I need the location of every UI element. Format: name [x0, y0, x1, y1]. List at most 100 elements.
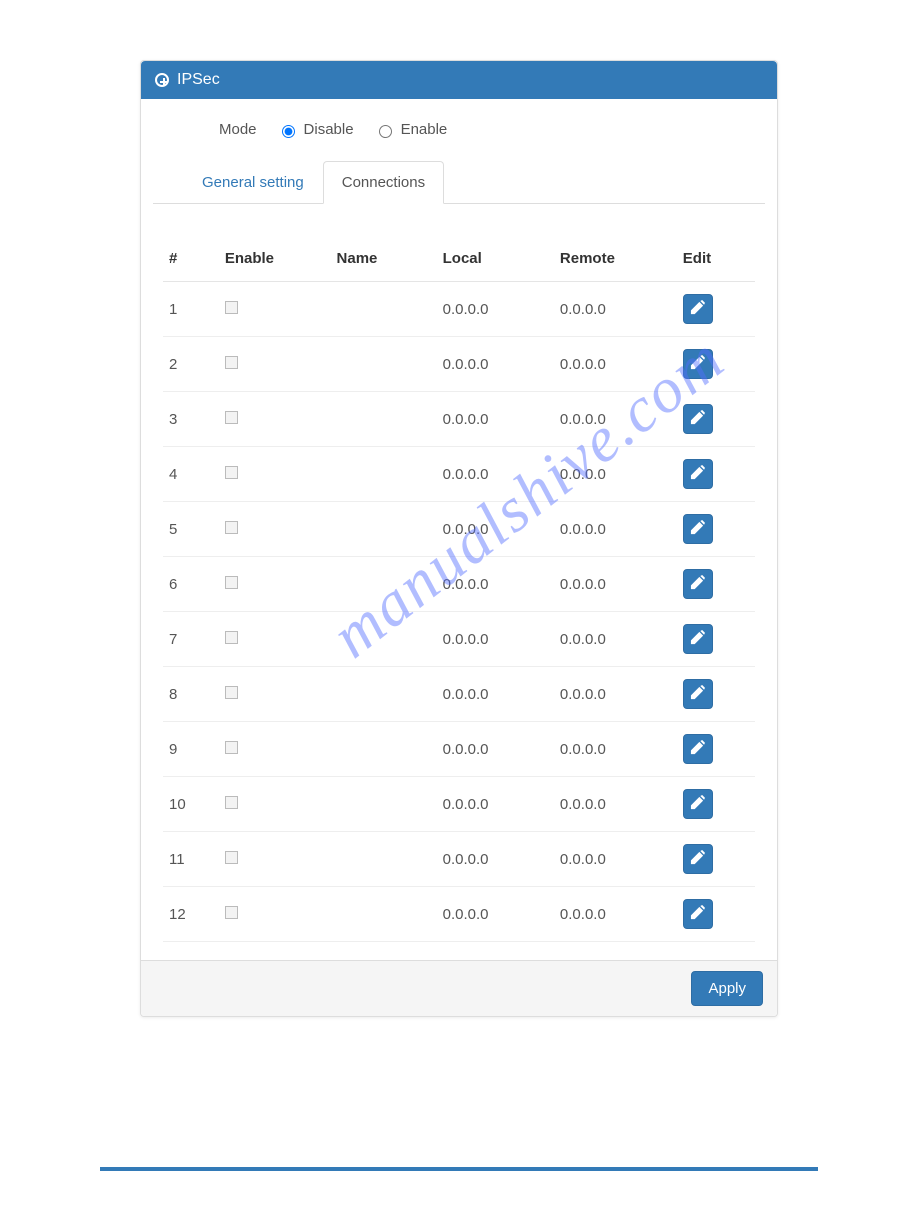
cell-remote: 0.0.0.0 [554, 502, 677, 557]
cell-edit [677, 447, 755, 502]
edit-button[interactable] [683, 789, 713, 819]
page-divider [100, 1167, 818, 1171]
tab-connections[interactable]: Connections [323, 161, 444, 204]
cell-edit [677, 832, 755, 887]
enable-checkbox[interactable] [225, 796, 238, 809]
edit-button[interactable] [683, 404, 713, 434]
cell-edit [677, 337, 755, 392]
edit-button[interactable] [683, 569, 713, 599]
connections-table: # Enable Name Local Remote Edit 10.0.0.0… [163, 240, 755, 942]
cell-local: 0.0.0.0 [437, 722, 554, 777]
mode-radio-disable[interactable] [282, 125, 295, 138]
cell-local: 0.0.0.0 [437, 557, 554, 612]
cell-num: 5 [163, 502, 219, 557]
cell-name [331, 447, 437, 502]
enable-checkbox[interactable] [225, 631, 238, 644]
edit-button[interactable] [683, 624, 713, 654]
cell-local: 0.0.0.0 [437, 777, 554, 832]
cell-name [331, 557, 437, 612]
enable-checkbox[interactable] [225, 411, 238, 424]
cell-name [331, 282, 437, 337]
edit-icon [690, 795, 705, 814]
edit-button[interactable] [683, 294, 713, 324]
edit-button[interactable] [683, 899, 713, 929]
table-row: 50.0.0.00.0.0.0 [163, 502, 755, 557]
table-row: 9 0.0.0.00.0.0.0 [163, 722, 755, 777]
edit-icon [690, 575, 705, 594]
cell-name [331, 612, 437, 667]
cell-name [331, 722, 437, 777]
cell-edit [677, 722, 755, 777]
edit-button[interactable] [683, 459, 713, 489]
edit-button[interactable] [683, 349, 713, 379]
edit-icon [690, 520, 705, 539]
edit-icon [690, 410, 705, 429]
panel-header[interactable]: IPSec [141, 61, 777, 99]
edit-icon [690, 740, 705, 759]
cell-enable [219, 502, 331, 557]
enable-checkbox[interactable] [225, 466, 238, 479]
apply-button[interactable]: Apply [691, 971, 763, 1006]
cell-num: 12 [163, 887, 219, 942]
cell-edit [677, 282, 755, 337]
cell-remote: 0.0.0.0 [554, 722, 677, 777]
panel-footer: Apply [141, 960, 777, 1016]
cell-remote: 0.0.0.0 [554, 392, 677, 447]
enable-checkbox[interactable] [225, 686, 238, 699]
edit-button[interactable] [683, 844, 713, 874]
enable-checkbox[interactable] [225, 741, 238, 754]
cell-name [331, 392, 437, 447]
table-row: 70.0.0.00.0.0.0 [163, 612, 755, 667]
edit-button[interactable] [683, 514, 713, 544]
table-row: 6 0.0.0.00.0.0.0 [163, 557, 755, 612]
cell-enable [219, 392, 331, 447]
table-row: 10.0.0.00.0.0.0 [163, 282, 755, 337]
cell-remote: 0.0.0.0 [554, 667, 677, 722]
cell-edit [677, 667, 755, 722]
enable-checkbox[interactable] [225, 301, 238, 314]
enable-checkbox[interactable] [225, 576, 238, 589]
cell-enable [219, 557, 331, 612]
cell-num: 3 [163, 392, 219, 447]
cell-enable [219, 337, 331, 392]
panel-body: Mode Disable Enable General setting Conn… [141, 99, 777, 960]
tab-bar: General setting Connections [153, 160, 765, 204]
cell-name [331, 337, 437, 392]
table-row: 120.0.0.00.0.0.0 [163, 887, 755, 942]
table-row: 110.0.0.00.0.0.0 [163, 832, 755, 887]
cell-remote: 0.0.0.0 [554, 887, 677, 942]
th-num: # [163, 240, 219, 282]
enable-checkbox[interactable] [225, 851, 238, 864]
cell-name [331, 502, 437, 557]
cell-num: 7 [163, 612, 219, 667]
enable-checkbox[interactable] [225, 906, 238, 919]
edit-icon [690, 905, 705, 924]
cell-num: 2 [163, 337, 219, 392]
edit-icon [690, 300, 705, 319]
mode-radio-enable[interactable] [379, 125, 392, 138]
enable-checkbox[interactable] [225, 521, 238, 534]
ipsec-panel: IPSec Mode Disable Enable General settin… [140, 60, 778, 1017]
edit-button[interactable] [683, 679, 713, 709]
cell-enable [219, 447, 331, 502]
enable-checkbox[interactable] [225, 356, 238, 369]
edit-button[interactable] [683, 734, 713, 764]
cell-num: 1 [163, 282, 219, 337]
tab-general-setting[interactable]: General setting [183, 161, 323, 204]
cell-enable [219, 667, 331, 722]
cell-edit [677, 392, 755, 447]
cell-num: 10 [163, 777, 219, 832]
mode-option-disable[interactable]: Disable [277, 121, 354, 138]
mode-option-enable[interactable]: Enable [374, 121, 448, 138]
cell-edit [677, 612, 755, 667]
edit-icon [690, 465, 705, 484]
table-row: 30.0.0.00.0.0.0 [163, 392, 755, 447]
cell-local: 0.0.0.0 [437, 282, 554, 337]
cell-num: 6 [163, 557, 219, 612]
cell-name [331, 777, 437, 832]
cell-num: 11 [163, 832, 219, 887]
cell-remote: 0.0.0.0 [554, 557, 677, 612]
panel-title: IPSec [177, 71, 220, 89]
expand-icon [155, 73, 169, 87]
cell-num: 9 [163, 722, 219, 777]
